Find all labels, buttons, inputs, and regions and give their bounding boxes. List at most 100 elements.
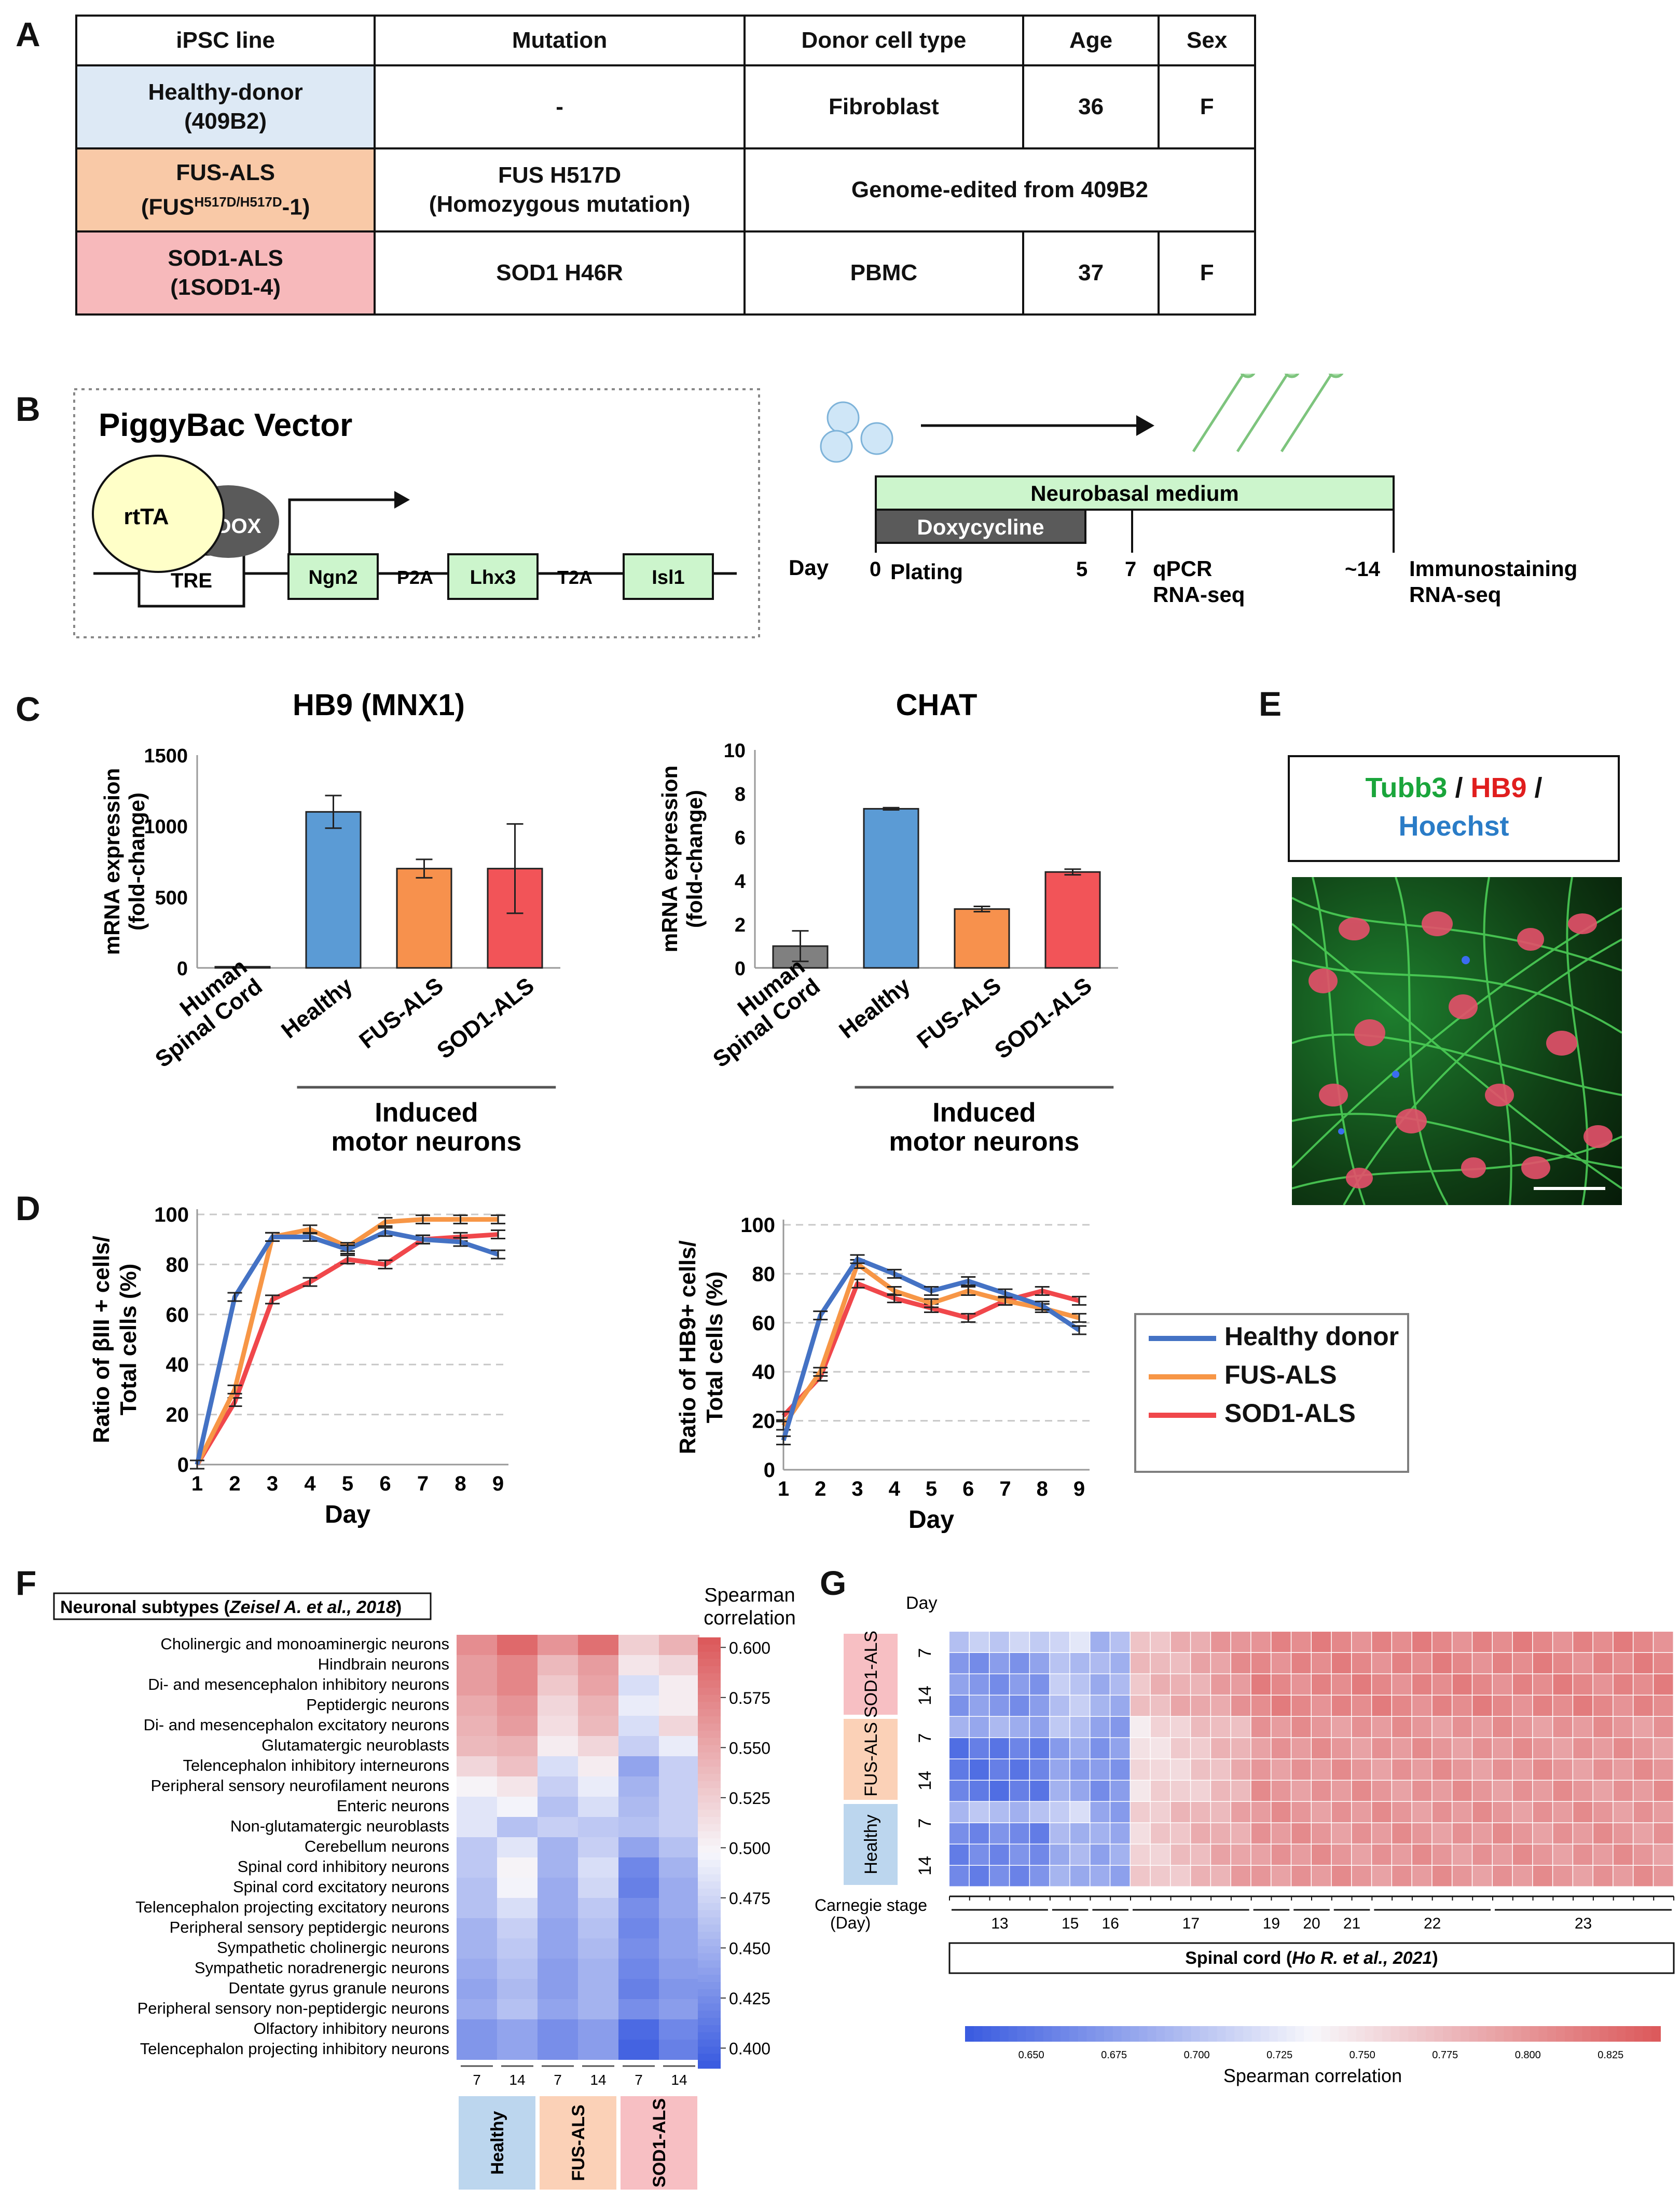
- heatmap-cell: [538, 1979, 578, 1999]
- heatmap-cell: [1472, 1802, 1492, 1823]
- heatmap-cell: [1472, 1632, 1492, 1652]
- stage-label: 15: [1062, 1915, 1079, 1932]
- heatmap-cell: [1050, 1802, 1070, 1823]
- heatmap-cell: [497, 1918, 538, 1938]
- heatmap-cell: [1512, 1802, 1533, 1823]
- ipsc-line-table: iPSC line Mutation Donor cell type Age S…: [75, 15, 1257, 316]
- heatmap-cell: [1090, 1866, 1110, 1886]
- heatmap-cell: [457, 1797, 497, 1817]
- sex-cell: F: [1158, 230, 1256, 316]
- heatmap-cell: [457, 2040, 497, 2060]
- heatmap-cell: [1150, 1696, 1171, 1716]
- heatmap-cell: [1231, 1823, 1251, 1844]
- heatmap-cell: [578, 1999, 618, 2019]
- stage-label: 19: [1263, 1915, 1280, 1932]
- heatmap-cell: [1352, 1802, 1371, 1823]
- heatmap-cell: [1191, 1823, 1210, 1844]
- heatmap-cell: [1432, 1653, 1452, 1674]
- panel-letter-b: B: [16, 390, 40, 428]
- y-tick-label: 100: [740, 1214, 775, 1237]
- colorbar-segment: [698, 1853, 721, 1861]
- colorbar-segment: [1112, 2026, 1122, 2042]
- colorbar-segment: [1599, 2026, 1609, 2042]
- row-label: Peripheral sensory neurofilament neurons: [150, 1776, 449, 1795]
- donor-cell: Genome-edited from 409B2: [743, 147, 1257, 233]
- heatmap-cell: [1412, 1717, 1432, 1738]
- heatmap-cell: [659, 1918, 699, 1938]
- heatmap-cell: [1191, 1866, 1210, 1886]
- heatmap-cell: [1191, 1632, 1210, 1652]
- heatmap-cell: [1352, 1632, 1371, 1652]
- gene-box-isl1: [623, 553, 714, 600]
- heatmap-cell: [618, 1655, 659, 1675]
- heatmap-cell: [1131, 1802, 1150, 1823]
- heatmap-cell: [1432, 1802, 1452, 1823]
- colorbar-segment: [698, 1716, 721, 1724]
- chat-bar-chart: CHAT 0 2 4 6 8 10 HumanSpinal Cord HealthyFUS-AL…: [659, 688, 1118, 1157]
- group-label: motor neurons: [889, 1127, 1079, 1157]
- colorbar-segment: [1286, 2026, 1296, 2042]
- colorbar-segment: [1191, 2026, 1201, 2042]
- heatmap-cell: [1231, 1717, 1251, 1738]
- heatmap-cell: [659, 1857, 699, 1878]
- heatmap-cell: [989, 1738, 1009, 1759]
- colorbar-tick: 0.725: [1266, 2049, 1292, 2061]
- heatmap-cell: [949, 1781, 969, 1801]
- heatmap-cell: [1070, 1738, 1090, 1759]
- colorbar-title: Spearman: [704, 1588, 795, 1606]
- heatmap-cell: [1251, 1696, 1271, 1716]
- heatmap-cell: [1533, 1738, 1552, 1759]
- heatmap-cell: [1110, 1653, 1130, 1674]
- heatmap-cell: [497, 1999, 538, 2019]
- colorbar-segment: [1373, 2026, 1383, 2042]
- heatmap-cell: [1432, 1632, 1452, 1652]
- heatmap-cell: [1472, 1674, 1492, 1695]
- heatmap-cell: [1312, 1759, 1331, 1780]
- heatmap-cell: [949, 1738, 969, 1759]
- colorbar-segment: [1399, 2026, 1409, 2042]
- y-axis-label: (fold-change): [125, 792, 149, 931]
- heatmap-cell: [1593, 1738, 1613, 1759]
- heatmap-cell: [1050, 1781, 1070, 1801]
- heatmap-cell: [1030, 1781, 1050, 1801]
- heatmap-cell: [1573, 1866, 1593, 1886]
- heatmap-cell: [1312, 1674, 1331, 1695]
- heatmap-cell: [1030, 1674, 1050, 1695]
- colorbar-tick: 0.525: [729, 1789, 770, 1808]
- heatmap-cell: [1613, 1759, 1633, 1780]
- heatmap-cell: [1533, 1696, 1552, 1716]
- panel-letter-a: A: [16, 15, 40, 53]
- heatmap-cell: [1291, 1653, 1311, 1674]
- x-tick-label: 8: [1037, 1478, 1048, 1500]
- heatmap-cell: [538, 1857, 578, 1878]
- heatmap-cell: [1211, 1717, 1231, 1738]
- promoter-arrow: [288, 498, 400, 554]
- group-label: Healthy: [861, 1814, 881, 1874]
- stage-label: 20: [1303, 1915, 1320, 1932]
- heatmap-cell: [538, 1817, 578, 1837]
- heatmap-cell: [1211, 1632, 1231, 1652]
- heatmap-cell: [1512, 1759, 1533, 1780]
- colorbar-segment: [698, 1824, 721, 1832]
- heatmap-cell: [1010, 1632, 1029, 1652]
- heatmap-cell: [969, 1781, 989, 1801]
- colorbar-segment: [1382, 2026, 1392, 2042]
- colorbar-segment: [1243, 2026, 1252, 2042]
- heatmap-cell: [659, 1776, 699, 1797]
- heatmap-cell: [1030, 1717, 1050, 1738]
- heatmap-cell: [659, 2019, 699, 2040]
- heatmap-cell: [1171, 1653, 1190, 1674]
- hb9-line-chart: 0 20 40 60 80 100 1 2 3 4 5 6 7 8 9 Day Ratio of HB9+ ce…: [675, 1214, 1090, 1534]
- heatmap-cell: [497, 1857, 538, 1878]
- heatmap-cell: [1312, 1781, 1331, 1801]
- heatmap-cell: [497, 1959, 538, 1979]
- colorbar-segment: [698, 1767, 721, 1774]
- heatmap-cell: [949, 1674, 969, 1695]
- heatmap-cell: [538, 1898, 578, 1918]
- heatmap-cell: [1493, 1823, 1512, 1844]
- colorbar-segment: [698, 2054, 721, 2062]
- colorbar-segment: [698, 1903, 721, 1911]
- heatmap-cell: [1613, 1674, 1633, 1695]
- heatmap-cell: [618, 2040, 659, 2060]
- heatmap-cell: [1452, 1844, 1472, 1865]
